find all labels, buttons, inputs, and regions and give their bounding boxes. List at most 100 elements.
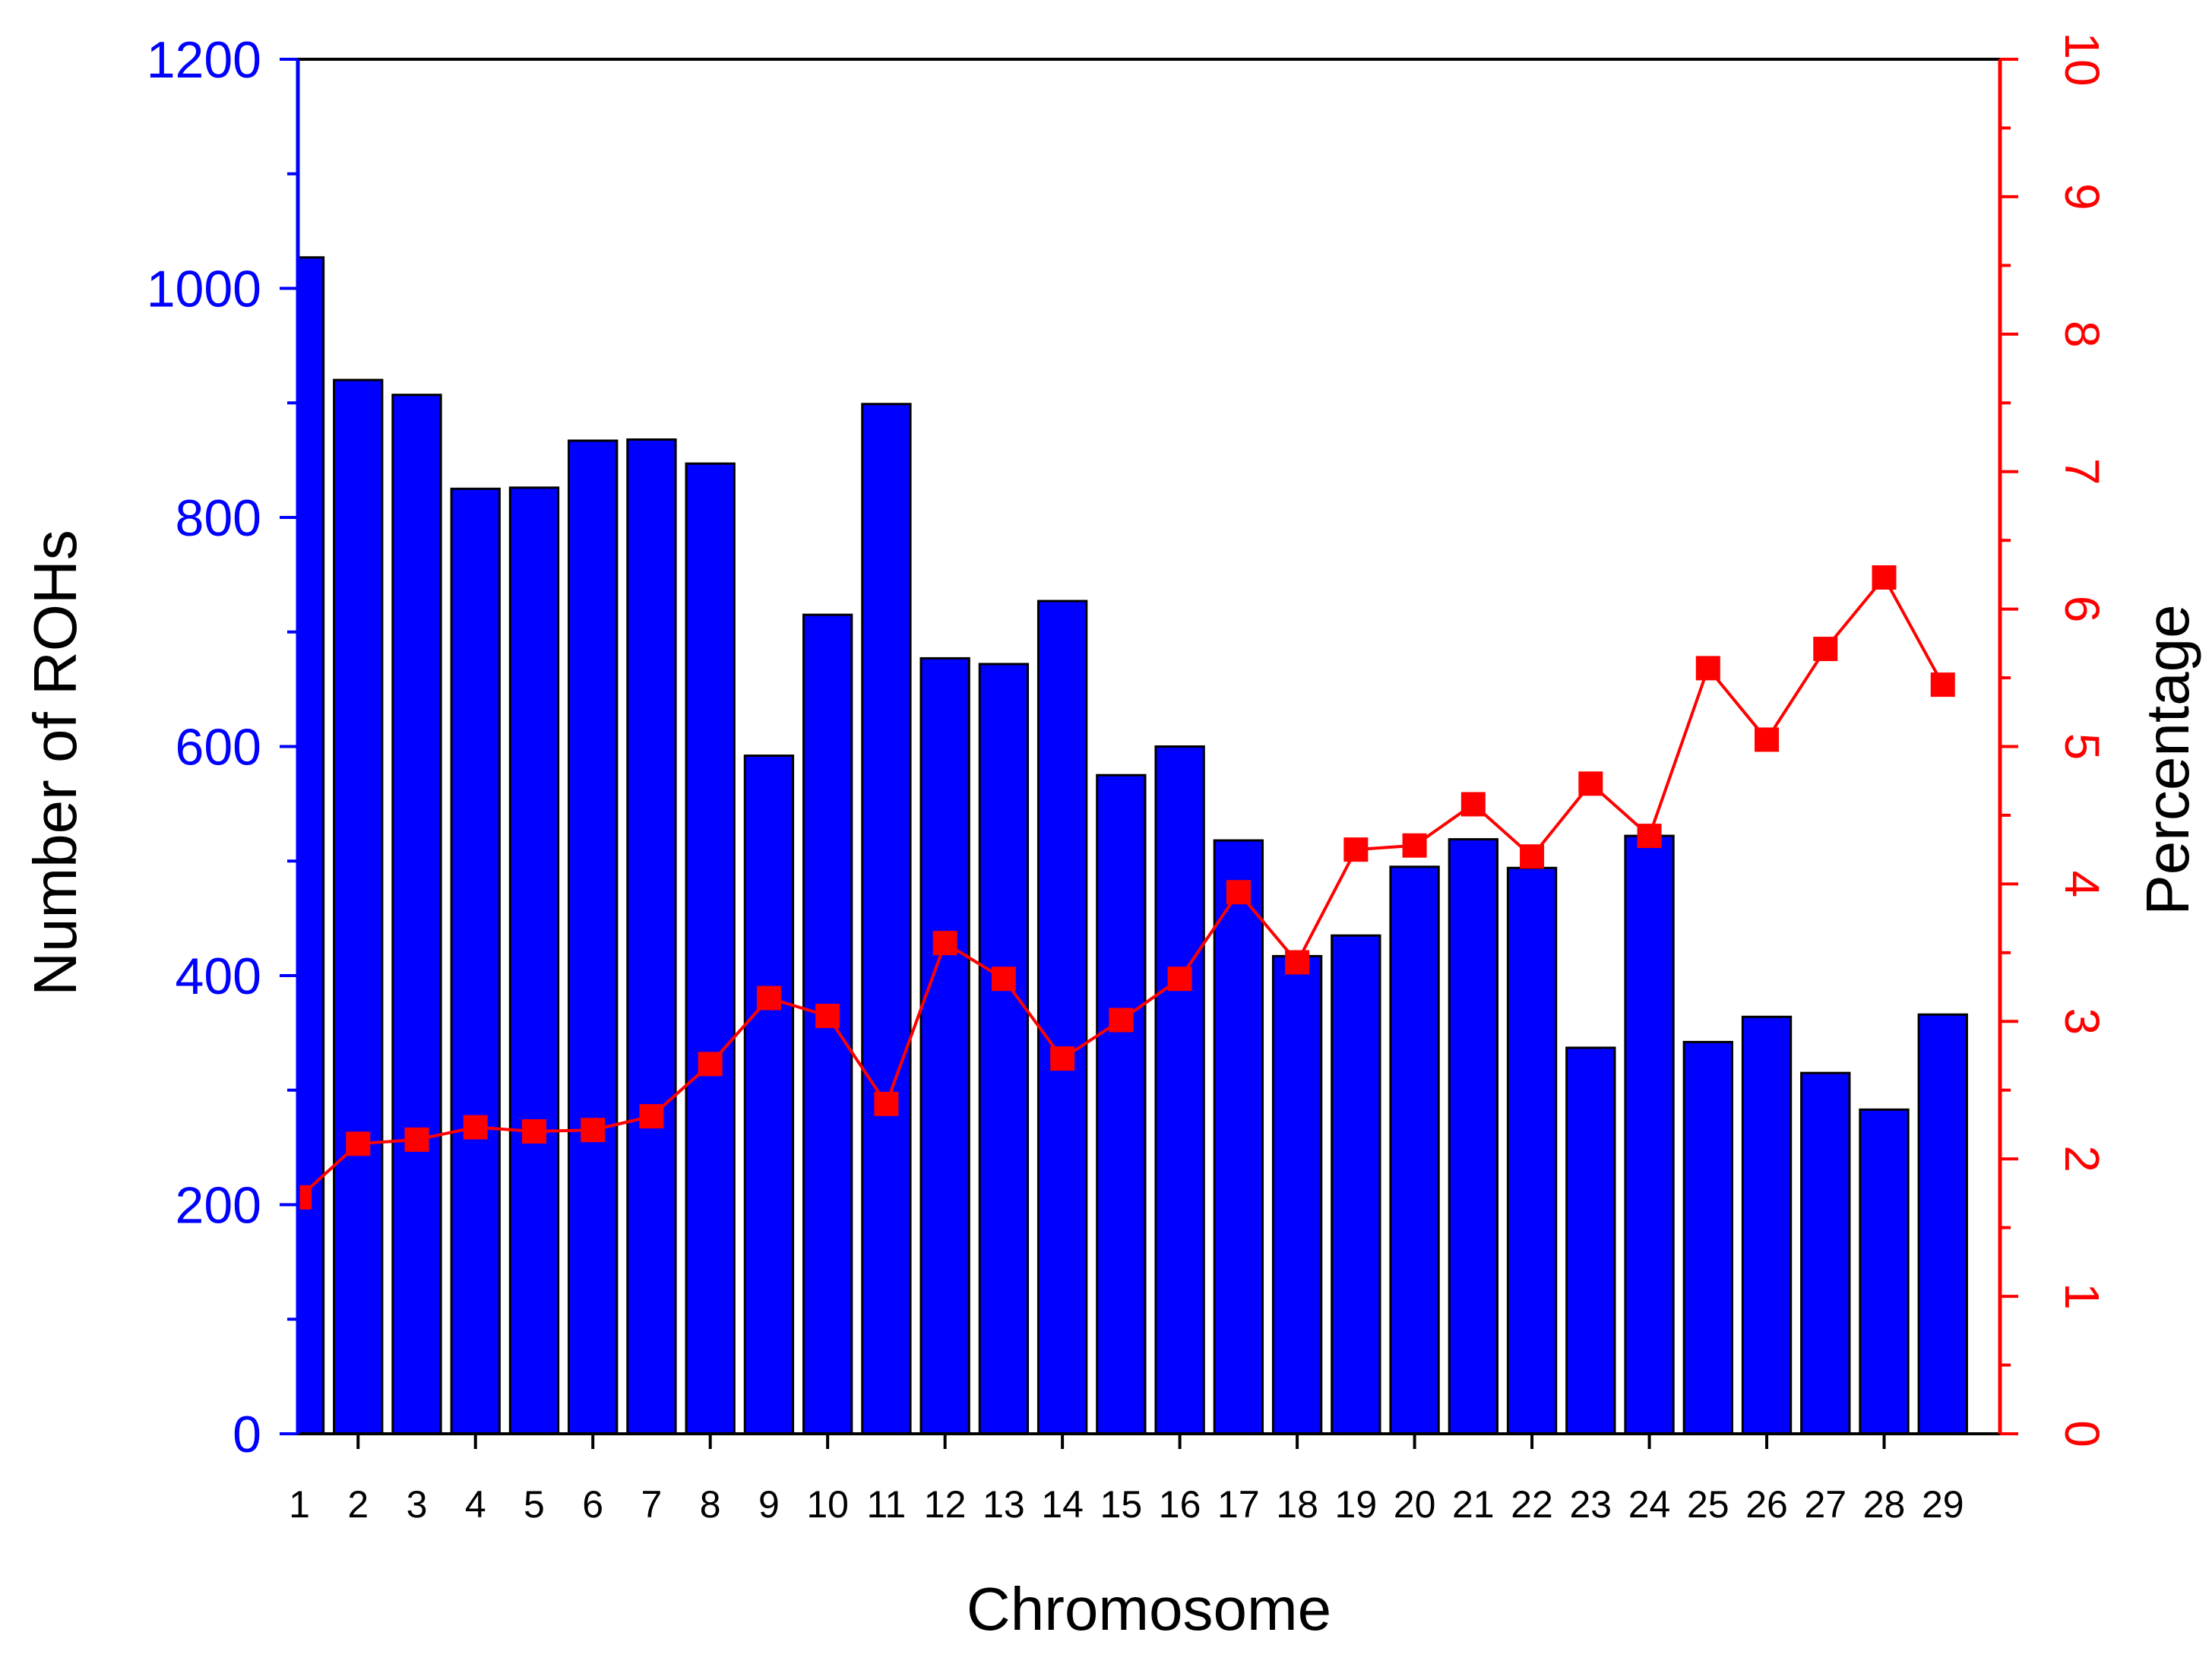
- bar-chr-18: [1271, 954, 1323, 1434]
- percentage-marker-chr-11: [874, 1091, 899, 1116]
- percentage-marker-chr-18: [1285, 950, 1310, 975]
- percentage-marker-chr-22: [1520, 844, 1545, 869]
- right-y-tick-label: 1: [2055, 1283, 2109, 1310]
- percentage-marker-chr-1: [298, 1185, 312, 1210]
- bars-layer: [298, 256, 1968, 1434]
- x-tick-label-chr-27: 27: [1804, 1483, 1846, 1526]
- percentage-marker-chr-2: [346, 1131, 371, 1156]
- x-tick-label-chr-18: 18: [1276, 1483, 1318, 1526]
- x-tick-label-chr-25: 25: [1687, 1483, 1729, 1526]
- percentage-marker-chr-4: [463, 1115, 488, 1140]
- bar-chr-8: [685, 462, 736, 1434]
- x-tick-label-chr-11: 11: [866, 1483, 906, 1526]
- bar-chr-23: [1565, 1046, 1616, 1434]
- x-tick-label-chr-24: 24: [1628, 1483, 1671, 1526]
- percentage-marker-chr-3: [404, 1127, 429, 1152]
- percentage-marker-chr-10: [815, 1004, 840, 1029]
- percentage-marker-chr-23: [1578, 771, 1603, 796]
- percentage-marker-chr-13: [991, 966, 1016, 992]
- x-tick-label-chr-2: 2: [347, 1483, 369, 1526]
- x-tick-label-chr-29: 29: [1922, 1483, 1964, 1526]
- x-tick-label-chr-17: 17: [1217, 1483, 1260, 1526]
- bar-chr-7: [626, 438, 677, 1434]
- percentage-marker-chr-16: [1167, 966, 1192, 992]
- bar-chr-2: [333, 378, 384, 1434]
- line-layer: [298, 565, 1955, 1210]
- bar-chr-13: [978, 663, 1030, 1434]
- percentage-marker-chr-15: [1109, 1008, 1134, 1033]
- left-y-tick-label: 0: [233, 1406, 261, 1463]
- bar-chr-17: [1213, 839, 1264, 1434]
- percentage-marker-chr-26: [1755, 727, 1780, 752]
- bar-chr-12: [919, 656, 970, 1434]
- bar-chr-22: [1506, 866, 1558, 1434]
- percentage-marker-chr-28: [1872, 565, 1897, 590]
- x-tick-label-chr-6: 6: [582, 1483, 603, 1526]
- x-tick-label-chr-23: 23: [1569, 1483, 1612, 1526]
- x-tick-label-chr-5: 5: [524, 1483, 545, 1526]
- x-tick-label-chr-8: 8: [700, 1483, 721, 1526]
- bar-chr-28: [1859, 1108, 1910, 1434]
- bar-chr-25: [1682, 1040, 1733, 1434]
- percentage-marker-chr-27: [1813, 637, 1838, 662]
- x-tick-label-chr-15: 15: [1100, 1483, 1143, 1526]
- bar-chr-19: [1331, 934, 1381, 1434]
- bar-chr-15: [1096, 773, 1147, 1434]
- x-tick-label-chr-7: 7: [641, 1483, 663, 1526]
- right-y-tick-label: 5: [2055, 733, 2109, 761]
- x-tick-label-chr-12: 12: [924, 1483, 967, 1526]
- bar-chr-1: [298, 256, 325, 1434]
- bar-chr-6: [568, 439, 619, 1434]
- right-y-tick-label: 2: [2055, 1145, 2109, 1172]
- x-tick-label-chr-9: 9: [758, 1483, 780, 1526]
- x-tick-label-chr-13: 13: [983, 1483, 1025, 1526]
- bar-chr-5: [508, 486, 560, 1434]
- x-tick-label-chr-28: 28: [1863, 1483, 1906, 1526]
- percentage-marker-chr-17: [1226, 880, 1251, 905]
- right-y-tick-label: 3: [2055, 1008, 2109, 1036]
- bar-chr-24: [1624, 834, 1675, 1434]
- right-y-tick-label: 7: [2055, 458, 2109, 486]
- bar-chr-16: [1154, 745, 1205, 1434]
- percentage-marker-chr-20: [1402, 833, 1427, 858]
- bar-chr-21: [1448, 838, 1498, 1434]
- x-tick-label-chr-26: 26: [1745, 1483, 1788, 1526]
- percentage-marker-chr-9: [756, 985, 781, 1011]
- x-tick-label-chr-14: 14: [1041, 1483, 1084, 1526]
- x-axis-title: Chromosome: [967, 1575, 1331, 1643]
- right-y-tick-label: 4: [2055, 871, 2109, 898]
- x-tick-label-chr-4: 4: [465, 1483, 486, 1526]
- percentage-marker-chr-8: [698, 1052, 723, 1077]
- right-y-axis-title: Percentage: [2134, 604, 2201, 915]
- bar-chr-9: [743, 754, 795, 1434]
- left-y-tick-label: 1000: [147, 261, 261, 318]
- bar-chr-14: [1036, 599, 1088, 1434]
- bar-chr-29: [1917, 1013, 1968, 1434]
- percentage-marker-chr-6: [581, 1118, 606, 1143]
- right-y-tick-label: 8: [2055, 321, 2109, 348]
- x-tick-label-chr-3: 3: [407, 1483, 428, 1526]
- percentage-marker-chr-12: [932, 931, 957, 956]
- x-tick-label-chr-21: 21: [1452, 1483, 1495, 1526]
- percentage-marker-chr-21: [1460, 792, 1486, 817]
- percentage-marker-chr-19: [1343, 837, 1369, 862]
- x-tick-label-chr-22: 22: [1511, 1483, 1553, 1526]
- left-y-tick-label: 800: [176, 489, 261, 547]
- percentage-marker-chr-25: [1695, 656, 1720, 681]
- right-y-tick-label: 6: [2055, 596, 2109, 623]
- bar-chr-4: [450, 487, 501, 1434]
- bar-chr-26: [1741, 1015, 1793, 1434]
- left-y-tick-label: 200: [176, 1177, 261, 1235]
- percentage-marker-chr-5: [521, 1119, 546, 1144]
- bar-chr-3: [391, 394, 442, 1434]
- right-y-tick-label: 9: [2055, 183, 2109, 210]
- x-tick-label-chr-1: 1: [289, 1483, 310, 1526]
- left-y-tick-label: 1200: [147, 31, 261, 89]
- x-tick-label-chr-16: 16: [1159, 1483, 1201, 1526]
- percentage-marker-chr-29: [1930, 672, 1955, 698]
- x-tick-label-chr-19: 19: [1335, 1483, 1378, 1526]
- left-y-tick-label: 600: [176, 719, 261, 777]
